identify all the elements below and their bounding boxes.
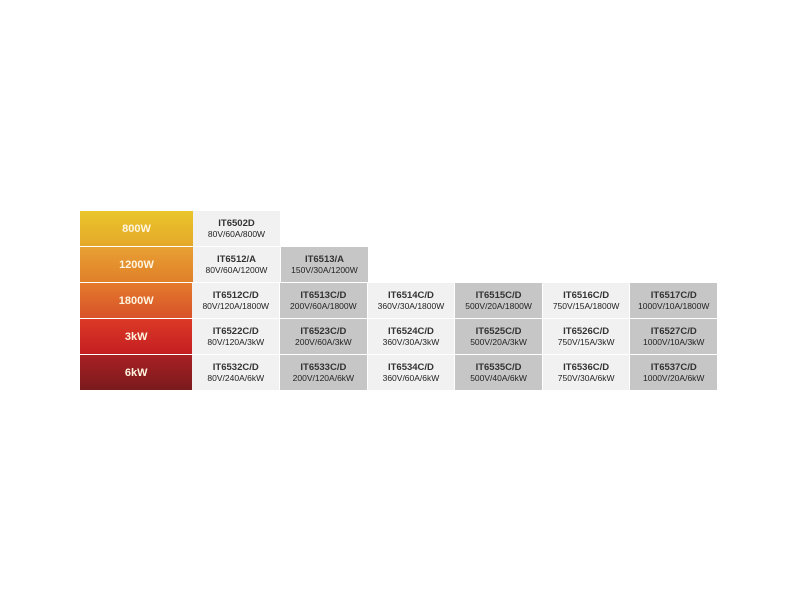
model-spec: 500V/20A/1800W xyxy=(465,300,532,311)
model-spec: 750V/15A/3kW xyxy=(557,336,615,347)
model-cell: IT6515C/D 500V/20A/1800W xyxy=(455,283,542,318)
model-name: IT6532C/D xyxy=(212,361,259,373)
model-name: IT6516C/D xyxy=(563,289,610,301)
model-spec: 80V/60A/800W xyxy=(207,228,266,239)
model-name: IT6535C/D xyxy=(475,361,522,373)
model-spec: 1000V/10A/3kW xyxy=(643,336,705,347)
model-cell: IT6533C/D 200V/120A/6kW xyxy=(280,355,367,390)
model-name: IT6513/A xyxy=(304,253,345,265)
model-name: IT6502D xyxy=(218,217,255,229)
model-spec: 200V/60A/3kW xyxy=(295,336,352,347)
model-name: IT6517C/D xyxy=(650,289,697,301)
model-name: IT6512/A xyxy=(216,253,257,265)
model-spec: 80V/120A/1800W xyxy=(202,300,270,311)
model-name: IT6524C/D xyxy=(387,325,434,337)
model-spec: 500V/20A/3kW xyxy=(470,336,527,347)
model-cell: IT6537C/D 1000V/20A/6kW xyxy=(630,355,718,390)
model-name: IT6522C/D xyxy=(212,325,259,337)
model-cell: IT6513C/D 200V/60A/1800W xyxy=(280,283,367,318)
model-name: IT6534C/D xyxy=(387,361,434,373)
model-cell: IT6512C/D 80V/120A/1800W xyxy=(192,283,280,318)
power-row: 1800W IT6512C/D 80V/120A/1800W IT6513C/D 200… xyxy=(80,283,718,318)
model-name: IT6536C/D xyxy=(563,361,610,373)
model-spec: 80V/120A/3kW xyxy=(207,336,265,347)
model-spec: 750V/15A/1800W xyxy=(552,300,620,311)
model-cell: IT6535C/D 500V/40A/6kW xyxy=(455,355,542,390)
model-cell: IT6516C/D 750V/15A/1800W xyxy=(542,283,630,318)
model-spec: 1000V/20A/6kW xyxy=(643,372,705,383)
model-name: IT6514C/D xyxy=(387,289,434,301)
power-row: 800W IT6502D 80V/60A/800W xyxy=(80,211,718,246)
power-label: 1200W xyxy=(80,247,193,282)
model-table: 800W IT6502D 80V/60A/800W 1200W IT6512/A 80V/… xyxy=(80,211,718,391)
model-spec: 80V/240A/6kW xyxy=(207,372,265,383)
model-cell: IT6513/A 150V/30A/1200W xyxy=(281,247,368,282)
model-cell: IT6517C/D 1000V/10A/1800W xyxy=(630,283,718,318)
model-cell: IT6524C/D 360V/30A/3kW xyxy=(367,319,455,354)
model-name: IT6526C/D xyxy=(563,325,610,337)
model-spec: 1000V/10A/1800W xyxy=(638,300,710,311)
model-cell: IT6527C/D 1000V/10A/3kW xyxy=(630,319,718,354)
model-name: IT6512C/D xyxy=(212,289,259,301)
model-name: IT6523C/D xyxy=(300,325,347,337)
model-spec: 200V/120A/6kW xyxy=(292,372,355,383)
model-cell: IT6522C/D 80V/120A/3kW xyxy=(192,319,280,354)
power-row: 3kW IT6522C/D 80V/120A/3kW IT6523C/D 200V/60… xyxy=(80,319,718,354)
model-spec: 360V/30A/3kW xyxy=(382,336,440,347)
model-spec: 200V/60A/1800W xyxy=(290,300,357,311)
power-label: 1800W xyxy=(80,283,193,318)
model-cell: IT6536C/D 750V/30A/6kW xyxy=(542,355,630,390)
model-spec: 360V/30A/1800W xyxy=(377,300,445,311)
model-cell: IT6523C/D 200V/60A/3kW xyxy=(280,319,367,354)
power-label: 3kW xyxy=(80,319,193,354)
power-row: 1200W IT6512/A 80V/60A/1200W IT6513/A 150V/3… xyxy=(80,247,718,282)
model-name: IT6525C/D xyxy=(475,325,522,337)
model-spec: 80V/60A/1200W xyxy=(205,264,268,275)
model-cell: IT6532C/D 80V/240A/6kW xyxy=(192,355,280,390)
model-cell: IT6512/A 80V/60A/1200W xyxy=(193,247,280,282)
model-cell: IT6514C/D 360V/30A/1800W xyxy=(367,283,455,318)
model-spec: 360V/60A/6kW xyxy=(382,372,440,383)
model-cell: IT6526C/D 750V/15A/3kW xyxy=(542,319,630,354)
model-cell: IT6534C/D 360V/60A/6kW xyxy=(367,355,455,390)
model-cell: IT6525C/D 500V/20A/3kW xyxy=(455,319,542,354)
model-cell: IT6502D 80V/60A/800W xyxy=(193,211,280,246)
model-name: IT6527C/D xyxy=(650,325,697,337)
model-name: IT6515C/D xyxy=(475,289,522,301)
power-row: 6kW IT6532C/D 80V/240A/6kW IT6533C/D 200V/12… xyxy=(80,355,718,390)
model-spec: 500V/40A/6kW xyxy=(470,372,527,383)
model-spec: 750V/30A/6kW xyxy=(557,372,615,383)
power-label: 6kW xyxy=(80,355,193,390)
model-name: IT6533C/D xyxy=(300,361,347,373)
power-label: 800W xyxy=(80,211,193,246)
model-name: IT6513C/D xyxy=(300,289,347,301)
model-name: IT6537C/D xyxy=(650,361,697,373)
model-spec: 150V/30A/1200W xyxy=(291,264,358,275)
